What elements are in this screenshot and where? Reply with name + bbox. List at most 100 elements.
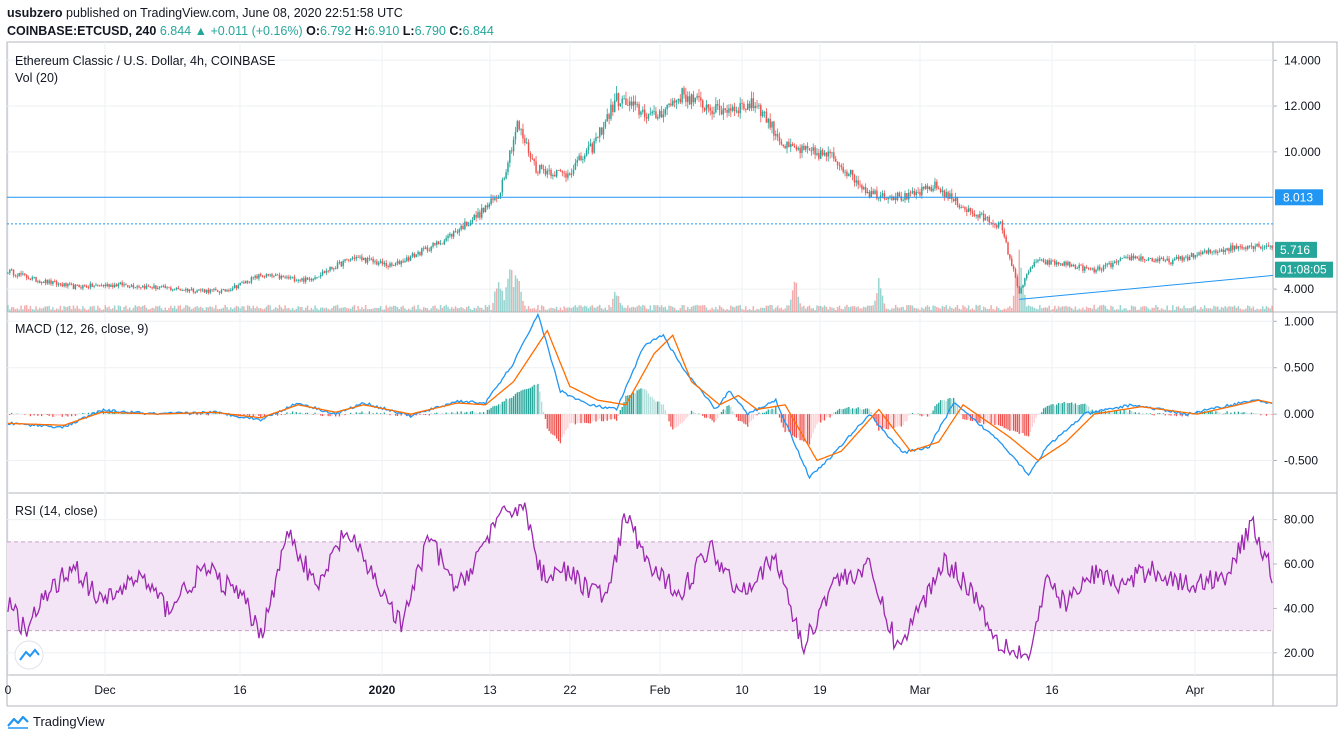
candle bbox=[1130, 255, 1133, 261]
publisher-name[interactable]: usubzero bbox=[7, 6, 63, 20]
volume-bar bbox=[1160, 308, 1163, 312]
macd-histogram-bar bbox=[1110, 411, 1112, 415]
macd-histogram-bar bbox=[953, 397, 955, 415]
macd-histogram-bar bbox=[78, 413, 80, 415]
volume-bar bbox=[168, 307, 170, 312]
volume-bar bbox=[930, 309, 932, 312]
candle bbox=[271, 274, 273, 277]
candle bbox=[793, 145, 796, 147]
macd-histogram-bar bbox=[831, 414, 833, 416]
macd-histogram-bar bbox=[763, 412, 766, 415]
volume-bar bbox=[241, 306, 243, 312]
candle bbox=[760, 105, 762, 117]
candle bbox=[1022, 285, 1024, 288]
macd-histogram-bar bbox=[494, 405, 496, 415]
candle bbox=[134, 287, 137, 289]
candle bbox=[784, 146, 786, 149]
candle bbox=[115, 284, 118, 287]
volume-bar bbox=[246, 305, 249, 312]
volume-bar bbox=[426, 308, 429, 312]
volume-bar bbox=[1172, 305, 1174, 312]
candle bbox=[226, 290, 228, 292]
volume-bar bbox=[452, 308, 455, 312]
macd-histogram-bar bbox=[31, 414, 33, 415]
macd-histogram-bar bbox=[76, 414, 78, 416]
macd-histogram-bar bbox=[306, 412, 309, 415]
candle bbox=[767, 118, 770, 123]
volume-bar bbox=[1175, 306, 1178, 312]
macd-histogram-bar bbox=[861, 409, 863, 415]
high-label: H: bbox=[354, 24, 368, 38]
volume-bar bbox=[82, 306, 84, 312]
macd-histogram-bar bbox=[1127, 412, 1129, 415]
volume-bar bbox=[205, 307, 208, 312]
macd-histogram-bar bbox=[743, 414, 745, 424]
candle bbox=[844, 171, 846, 173]
footer: TradingView bbox=[7, 714, 105, 729]
volume-bar bbox=[282, 308, 284, 312]
macd-histogram-bar bbox=[1252, 412, 1254, 415]
volume-bar bbox=[984, 307, 987, 312]
macd-histogram-bar bbox=[256, 414, 258, 416]
candle bbox=[864, 187, 867, 194]
volume-bar bbox=[516, 278, 519, 312]
macd-histogram-bar bbox=[657, 401, 659, 415]
candle bbox=[797, 147, 799, 150]
candle bbox=[642, 109, 644, 112]
macd-histogram-bar bbox=[735, 414, 738, 418]
candle bbox=[409, 256, 412, 261]
tradingview-logo-icon[interactable] bbox=[7, 715, 29, 729]
volume-bar bbox=[1080, 309, 1082, 312]
macd-histogram-bar bbox=[990, 414, 992, 424]
tradingview-brand[interactable]: TradingView bbox=[33, 714, 105, 729]
y-axis-tick-label: 80.00 bbox=[1284, 513, 1314, 527]
volume-bar bbox=[1267, 307, 1270, 312]
candle bbox=[377, 262, 380, 265]
volume-bar bbox=[110, 309, 112, 312]
candle bbox=[188, 289, 191, 292]
volume-bar bbox=[467, 305, 470, 312]
candle bbox=[147, 285, 150, 287]
volume-bar bbox=[1254, 309, 1256, 312]
macd-histogram-bar bbox=[211, 414, 213, 415]
volume-bar bbox=[276, 308, 279, 312]
macd-histogram-bar bbox=[606, 414, 608, 421]
candle bbox=[293, 276, 296, 282]
volume-bar bbox=[70, 309, 73, 312]
low-label: L: bbox=[402, 24, 415, 38]
volume-bar bbox=[951, 307, 953, 312]
volume-bar bbox=[604, 307, 607, 312]
volume-bar bbox=[421, 309, 423, 312]
macd-histogram-bar bbox=[715, 414, 717, 421]
volume-bar bbox=[1110, 305, 1112, 312]
candle bbox=[1037, 260, 1039, 262]
volume-bar bbox=[501, 290, 504, 312]
macd-histogram-bar bbox=[72, 414, 75, 415]
price-label-bg bbox=[1275, 241, 1317, 258]
volume-bar bbox=[866, 305, 869, 312]
macd-histogram-bar bbox=[445, 412, 447, 415]
volume-bar bbox=[7, 305, 9, 312]
candle bbox=[780, 141, 783, 145]
macd-histogram-bar bbox=[1250, 412, 1253, 415]
volume-bar bbox=[1215, 306, 1217, 312]
volume-bar bbox=[355, 310, 358, 312]
volume-bar bbox=[258, 308, 260, 312]
macd-histogram-bar bbox=[688, 414, 691, 415]
volume-bar bbox=[409, 309, 412, 312]
volume-bar bbox=[469, 308, 472, 312]
volume-bar bbox=[364, 305, 367, 312]
macd-histogram-bar bbox=[659, 401, 661, 415]
macd-histogram-bar bbox=[1029, 414, 1032, 433]
volume-bar bbox=[1025, 306, 1028, 312]
macd-histogram-bar bbox=[870, 411, 872, 415]
candle bbox=[939, 189, 942, 192]
volume-bar bbox=[593, 307, 595, 312]
macd-histogram-bar bbox=[333, 414, 335, 416]
candle bbox=[363, 257, 365, 261]
candle bbox=[282, 276, 284, 277]
volume-bar bbox=[1177, 306, 1180, 312]
candle bbox=[675, 100, 678, 103]
volume-bar bbox=[810, 308, 813, 312]
